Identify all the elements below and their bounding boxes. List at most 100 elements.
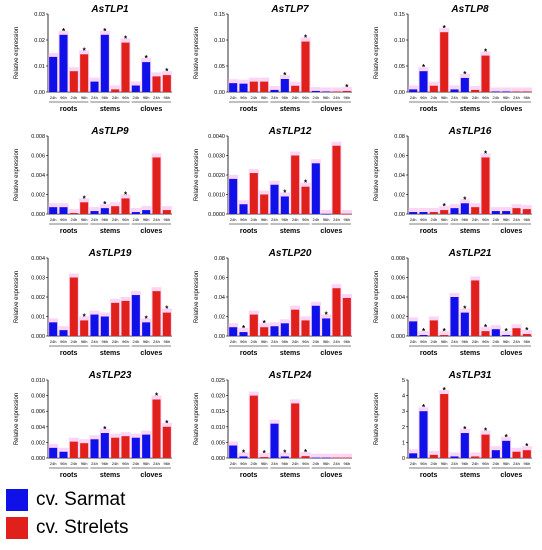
significance-mark: *: [525, 326, 529, 335]
group-label: stems: [460, 228, 480, 235]
bar-strelets: [342, 297, 351, 336]
bar-strelets: [249, 314, 258, 336]
y-tick-label: 4: [402, 394, 405, 400]
bar-sarmat: [131, 85, 140, 92]
bar-strelets: [512, 328, 521, 336]
bar-sarmat: [59, 34, 68, 92]
bar-sarmat: [460, 203, 469, 214]
significance-mark: *: [283, 448, 287, 457]
bar-sarmat: [100, 208, 109, 214]
time-label: 24h: [292, 217, 299, 222]
time-label: 96h: [503, 217, 510, 222]
bar-strelets: [291, 155, 300, 214]
time-label: 96h: [143, 95, 150, 100]
bar-strelets: [522, 450, 531, 458]
panel-astlp21: AsTLP21 Relative expression 0.000 0.002 0.00…: [374, 248, 532, 357]
bar-sarmat: [311, 90, 320, 92]
group-label: cloves: [140, 228, 162, 235]
group-label: cloves: [140, 106, 162, 113]
bar-sarmat: [502, 211, 511, 214]
group-label: cloves: [320, 228, 342, 235]
bar-sarmat: [322, 318, 331, 336]
bar-strelets: [260, 327, 269, 336]
time-label: 24h: [112, 339, 119, 344]
group-label: stems: [100, 472, 120, 479]
y-tick-label: 0.002: [31, 295, 45, 301]
bar-strelets: [111, 206, 120, 214]
bar-highlight: [439, 331, 450, 336]
y-tick-label: 0.10: [214, 38, 225, 44]
bar-highlight: [238, 452, 249, 458]
panel-astlp9: AsTLP9 Relative expression 0.000 0.002 0.004…: [14, 126, 172, 235]
bar-sarmat: [460, 312, 469, 336]
legend: cv. Sarmat cv. Strelets: [6, 486, 206, 542]
significance-mark: *: [124, 35, 128, 44]
bar-strelets: [121, 198, 130, 214]
time-label: 24h: [112, 95, 119, 100]
group-label: cloves: [320, 350, 342, 357]
time-label: 96h: [420, 95, 427, 100]
bar-strelets: [342, 457, 351, 459]
bar-strelets: [162, 210, 171, 214]
time-label: 24h: [70, 461, 77, 466]
bar-sarmat: [229, 83, 238, 92]
time-label: 24h: [230, 95, 237, 100]
bar-sarmat: [450, 297, 459, 336]
group-label: stems: [280, 472, 300, 479]
time-label: 24h: [50, 461, 57, 466]
legend-item-sarmat: cv. Sarmat: [6, 486, 206, 514]
group-label: stems: [280, 106, 300, 113]
time-label: 24h: [230, 461, 237, 466]
bar-sarmat: [100, 34, 109, 92]
bar-strelets: [152, 291, 161, 336]
group-label: stems: [460, 106, 480, 113]
time-label: 24h: [132, 95, 139, 100]
y-tick-label: 0.00: [34, 90, 45, 96]
panel-astlp19: AsTLP19 Relative expression 0.000 0.001 0.00…: [14, 248, 172, 357]
bar-strelets: [332, 457, 341, 459]
time-label: 96h: [482, 217, 489, 222]
time-label: 96h: [302, 95, 309, 100]
time-label: 24h: [430, 461, 437, 466]
time-label: 24h: [70, 339, 77, 344]
time-label: 24h: [513, 95, 520, 100]
significance-mark: *: [463, 305, 467, 314]
bar-highlight: [68, 209, 79, 214]
bar-sarmat: [49, 56, 58, 92]
y-tick-label: 0.000: [31, 334, 45, 340]
bar-sarmat: [59, 207, 68, 214]
time-label: 24h: [250, 95, 257, 100]
group-label: roots: [240, 472, 258, 479]
time-label: 24h: [513, 217, 520, 222]
y-tick-label: 2: [402, 425, 405, 431]
bar-highlight: [89, 207, 100, 214]
panel-title: AsTLP20: [268, 248, 312, 259]
bar-highlight: [470, 85, 481, 92]
bar-highlight: [418, 208, 429, 214]
bar-highlight: [449, 85, 460, 92]
y-tick-label: 0.008: [31, 134, 45, 140]
bar-sarmat: [409, 89, 418, 92]
bar-strelets: [291, 309, 300, 336]
panel-astlp23: AsTLP23 Relative expression 0.000 0.002 0.00…: [14, 370, 172, 479]
y-tick-label: 0.0040: [208, 134, 225, 140]
group-label: roots: [240, 106, 258, 113]
significance-mark: *: [484, 427, 488, 436]
time-label: 24h: [472, 95, 479, 100]
group-label: stems: [280, 350, 300, 357]
significance-mark: *: [422, 327, 426, 336]
bar-sarmat: [450, 208, 459, 214]
time-label: 24h: [430, 217, 437, 222]
y-axis-label: Relative expression: [194, 149, 200, 201]
bar-highlight: [279, 452, 290, 458]
group-label: cloves: [500, 106, 522, 113]
y-axis-label: Relative expression: [14, 271, 20, 323]
significance-mark: *: [283, 188, 287, 197]
bar-strelets: [481, 55, 490, 92]
time-label: 24h: [112, 217, 119, 222]
time-label: 24h: [230, 339, 237, 344]
time-label: 24h: [132, 461, 139, 466]
time-label: 96h: [261, 95, 268, 100]
group-label: roots: [240, 228, 258, 235]
bar-strelets: [80, 202, 89, 214]
